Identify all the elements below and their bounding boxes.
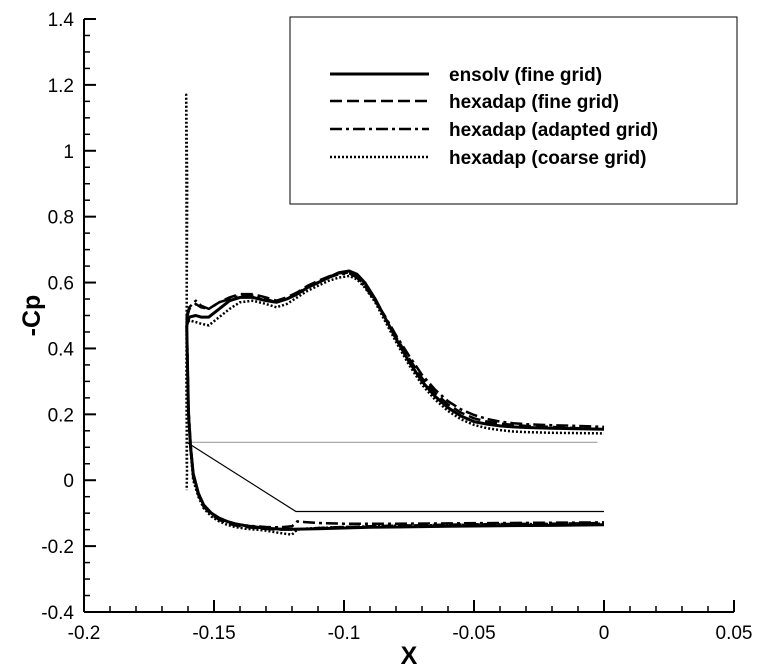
- x-tick-label: 0.05: [716, 623, 753, 644]
- y-tick-label: 0.4: [48, 339, 75, 360]
- series-3-lower-line: [185, 315, 605, 529]
- y-tick-label: -0.2: [41, 537, 74, 558]
- legend-box: [289, 16, 738, 205]
- y-tick-label: 0.2: [48, 405, 74, 426]
- y-tick-label: 1: [63, 142, 74, 163]
- lower-surface-line: [186, 441, 604, 513]
- y-tick-label: -0.4: [41, 603, 74, 624]
- x-tick-label: -0.2: [68, 623, 101, 644]
- legend-label-3: hexadap (adapted grid): [449, 120, 658, 141]
- series-1-upper-line: [185, 269, 605, 431]
- y-tick-label: 0.8: [48, 208, 74, 229]
- axes: -0.2 -0.15 -0.1 -0.05 0 0.05-0.4-0.200.20.40.…: [18, 10, 752, 667]
- y-tick-label: 0: [63, 471, 74, 492]
- x-tick-label: 0: [599, 623, 610, 644]
- legend-label-4: hexadap (coarse grid): [449, 148, 646, 169]
- y-tick-label: 1.2: [48, 76, 74, 97]
- x-axis-title: X: [401, 642, 418, 667]
- legend-label-1: ensolv (fine grid): [449, 65, 602, 86]
- series-4-upper-line: [185, 274, 605, 435]
- x-tick-label: -0.1: [328, 623, 361, 644]
- geometry-lines: [186, 441, 604, 513]
- y-axis-title: -Cp: [18, 295, 46, 337]
- series-group: [184, 93, 605, 536]
- legend-label-2: hexadap (fine grid): [449, 92, 619, 113]
- y-tick-label: 0.6: [48, 274, 74, 295]
- x-tick-label: -0.05: [452, 623, 495, 644]
- legend: ensolv (fine grid) hexadap (fine grid) hex…: [289, 16, 738, 205]
- series-3-upper-line: [185, 272, 605, 429]
- series-4-spike-line: [184, 93, 189, 491]
- y-tick-label: 1.4: [48, 10, 75, 31]
- x-tick-label: -0.15: [192, 623, 235, 644]
- series-4-lower-line: [185, 325, 605, 536]
